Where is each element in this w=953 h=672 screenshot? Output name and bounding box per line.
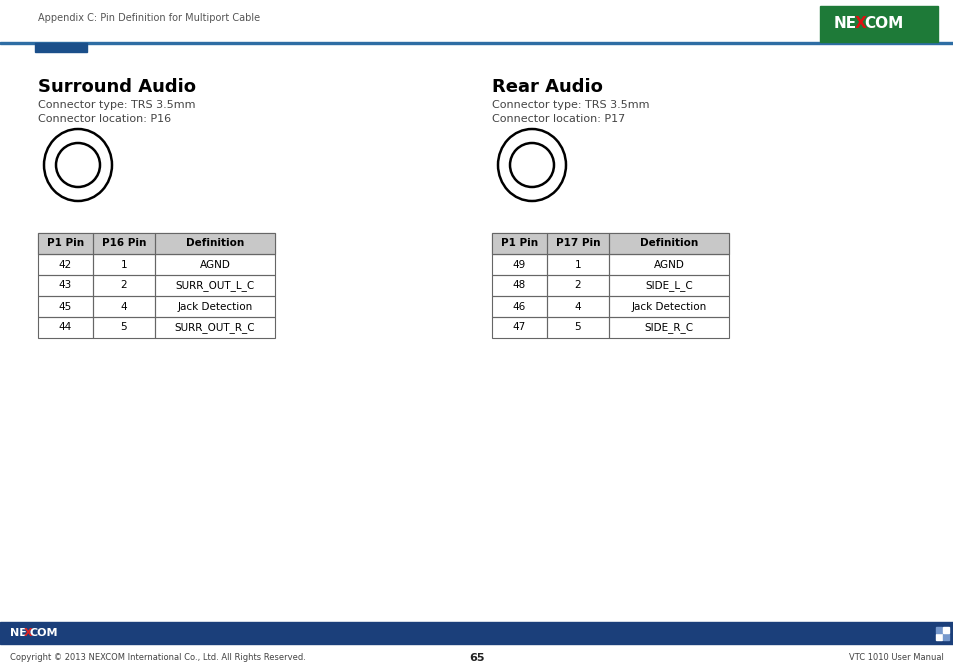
- Text: Definition: Definition: [186, 239, 244, 249]
- Bar: [608, 296, 728, 317]
- Text: 1: 1: [574, 259, 580, 269]
- Bar: [942, 634, 948, 640]
- Text: SIDE_R_C: SIDE_R_C: [644, 322, 693, 333]
- Text: Appendix C: Pin Definition for Multiport Cable: Appendix C: Pin Definition for Multiport…: [38, 13, 260, 23]
- Text: AGND: AGND: [199, 259, 231, 269]
- Bar: [154, 254, 274, 275]
- Bar: [92, 275, 154, 296]
- Text: 5: 5: [574, 323, 580, 333]
- Text: 45: 45: [59, 302, 72, 312]
- Bar: [942, 627, 948, 633]
- Text: COM: COM: [30, 628, 58, 638]
- Bar: [492, 317, 546, 338]
- Bar: [154, 233, 274, 254]
- Bar: [38, 317, 92, 338]
- Text: Jack Detection: Jack Detection: [177, 302, 253, 312]
- Text: Definition: Definition: [639, 239, 698, 249]
- Bar: [38, 254, 92, 275]
- Text: P1 Pin: P1 Pin: [47, 239, 84, 249]
- Bar: [38, 233, 274, 254]
- Text: Connector location: P17: Connector location: P17: [492, 114, 624, 124]
- Bar: [492, 296, 546, 317]
- Text: 4: 4: [574, 302, 580, 312]
- Text: 65: 65: [469, 653, 484, 663]
- Text: VTC 1010 User Manual: VTC 1010 User Manual: [848, 653, 943, 663]
- Bar: [546, 317, 608, 338]
- Text: 2: 2: [574, 280, 580, 290]
- Text: Copyright © 2013 NEXCOM International Co., Ltd. All Rights Reserved.: Copyright © 2013 NEXCOM International Co…: [10, 653, 306, 663]
- Text: X: X: [854, 17, 866, 32]
- Bar: [0, 42, 953, 43]
- Text: SIDE_L_C: SIDE_L_C: [644, 280, 692, 291]
- Bar: [608, 254, 728, 275]
- Text: SURR_OUT_R_C: SURR_OUT_R_C: [174, 322, 255, 333]
- Text: Connector type: TRS 3.5mm: Connector type: TRS 3.5mm: [492, 100, 649, 110]
- Text: 42: 42: [59, 259, 72, 269]
- Bar: [935, 627, 941, 633]
- Text: 48: 48: [513, 280, 525, 290]
- Bar: [546, 296, 608, 317]
- Text: Connector type: TRS 3.5mm: Connector type: TRS 3.5mm: [38, 100, 195, 110]
- Bar: [935, 634, 941, 640]
- Text: 47: 47: [513, 323, 525, 333]
- Text: 1: 1: [121, 259, 127, 269]
- Text: X: X: [24, 628, 32, 638]
- Bar: [608, 233, 728, 254]
- Text: 44: 44: [59, 323, 72, 333]
- Bar: [154, 275, 274, 296]
- Text: P1 Pin: P1 Pin: [500, 239, 537, 249]
- Text: COM: COM: [863, 17, 902, 32]
- Text: P17 Pin: P17 Pin: [556, 239, 599, 249]
- Text: Connector location: P16: Connector location: P16: [38, 114, 171, 124]
- Bar: [0, 622, 953, 644]
- Bar: [38, 275, 92, 296]
- Bar: [608, 317, 728, 338]
- Text: Surround Audio: Surround Audio: [38, 78, 195, 96]
- Bar: [0, 43, 953, 44]
- Bar: [546, 233, 608, 254]
- Text: NE: NE: [10, 628, 27, 638]
- Bar: [92, 317, 154, 338]
- Bar: [154, 317, 274, 338]
- Bar: [492, 233, 546, 254]
- Bar: [546, 275, 608, 296]
- Text: 2: 2: [121, 280, 127, 290]
- Text: Jack Detection: Jack Detection: [631, 302, 706, 312]
- Bar: [492, 233, 728, 254]
- Bar: [492, 254, 546, 275]
- Bar: [492, 275, 546, 296]
- Bar: [546, 254, 608, 275]
- Text: 49: 49: [513, 259, 525, 269]
- Text: P16 Pin: P16 Pin: [102, 239, 146, 249]
- Text: 43: 43: [59, 280, 72, 290]
- Text: AGND: AGND: [653, 259, 683, 269]
- Bar: [820, 6, 937, 42]
- Bar: [92, 233, 154, 254]
- Text: Rear Audio: Rear Audio: [492, 78, 602, 96]
- Text: 46: 46: [513, 302, 525, 312]
- Text: NE: NE: [833, 17, 856, 32]
- Bar: [92, 254, 154, 275]
- Bar: [38, 233, 92, 254]
- Bar: [35, 43, 87, 52]
- Text: 5: 5: [121, 323, 127, 333]
- Text: 4: 4: [121, 302, 127, 312]
- Bar: [154, 296, 274, 317]
- Text: SURR_OUT_L_C: SURR_OUT_L_C: [175, 280, 254, 291]
- Bar: [608, 275, 728, 296]
- Bar: [38, 296, 92, 317]
- Bar: [92, 296, 154, 317]
